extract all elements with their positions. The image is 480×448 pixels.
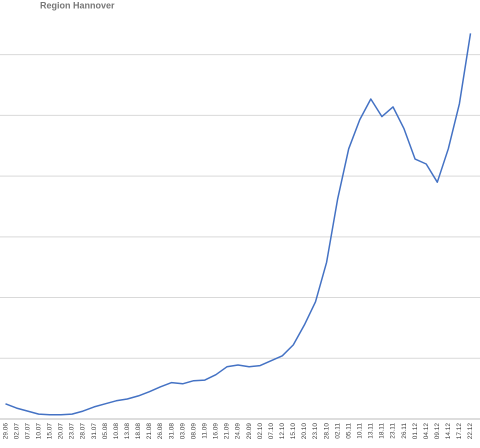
x-tick-label: 05.11 — [345, 423, 352, 439]
x-tick-label: 23.11 — [390, 423, 397, 439]
x-tick-label: 07.07 — [24, 423, 31, 440]
x-tick-label: 18.08 — [135, 423, 142, 440]
x-tick-label: 15.07 — [47, 423, 54, 440]
x-tick-label: 26.08 — [157, 423, 164, 440]
x-tick-label: 09.12 — [434, 423, 441, 440]
x-tick-label: 10.08 — [113, 423, 120, 440]
x-tick-label: 29.06 — [2, 423, 9, 440]
x-tick-label: 07.10 — [268, 423, 275, 440]
x-tick-label: 10.07 — [35, 423, 42, 440]
x-tick-label: 29.09 — [246, 423, 253, 440]
x-tick-label: 20.07 — [58, 423, 65, 440]
x-tick-label: 14.12 — [445, 423, 452, 440]
x-tick-label: 16.09 — [213, 423, 220, 440]
chart-title: Region Hannover — [40, 0, 115, 10]
x-tick-label: 05.08 — [102, 423, 109, 440]
x-tick-label: 11.09 — [202, 423, 209, 439]
x-tick-label: 21.08 — [146, 423, 153, 440]
x-tick-label: 23.10 — [312, 423, 319, 440]
x-tick-label: 22.12 — [467, 423, 474, 440]
x-tick-label: 15.10 — [290, 423, 297, 440]
x-tick-label: 18.11 — [379, 423, 386, 439]
line — [5, 33, 472, 416]
x-tick-label: 24.09 — [235, 423, 242, 440]
x-tick-label: 23.07 — [69, 423, 76, 440]
x-tick-label: 02.11 — [334, 423, 341, 439]
x-tick-label: 20.10 — [301, 423, 308, 440]
x-tick-label: 01.12 — [412, 423, 419, 440]
x-tick-label: 02.10 — [257, 423, 264, 440]
x-tick-label: 28.10 — [323, 423, 330, 440]
x-tick-label: 02.07 — [13, 423, 20, 440]
x-tick-label: 12.10 — [279, 423, 286, 440]
x-tick-label: 31.08 — [168, 423, 175, 440]
x-tick-label: 26.11 — [401, 423, 408, 439]
x-tick-label: 13.08 — [124, 423, 131, 440]
x-tick-label: 17.12 — [456, 423, 463, 440]
x-tick-label: 08.09 — [190, 423, 197, 440]
x-tick-label: 13.11 — [368, 423, 375, 439]
x-tick-label: 31.07 — [91, 423, 98, 440]
x-tick-label: 04.12 — [423, 423, 430, 440]
x-tick-label: 28.07 — [80, 423, 87, 440]
x-tick-label: 10.11 — [356, 423, 363, 439]
x-tick-label: 21.09 — [224, 423, 231, 440]
x-tick-label: 03.09 — [179, 423, 186, 440]
